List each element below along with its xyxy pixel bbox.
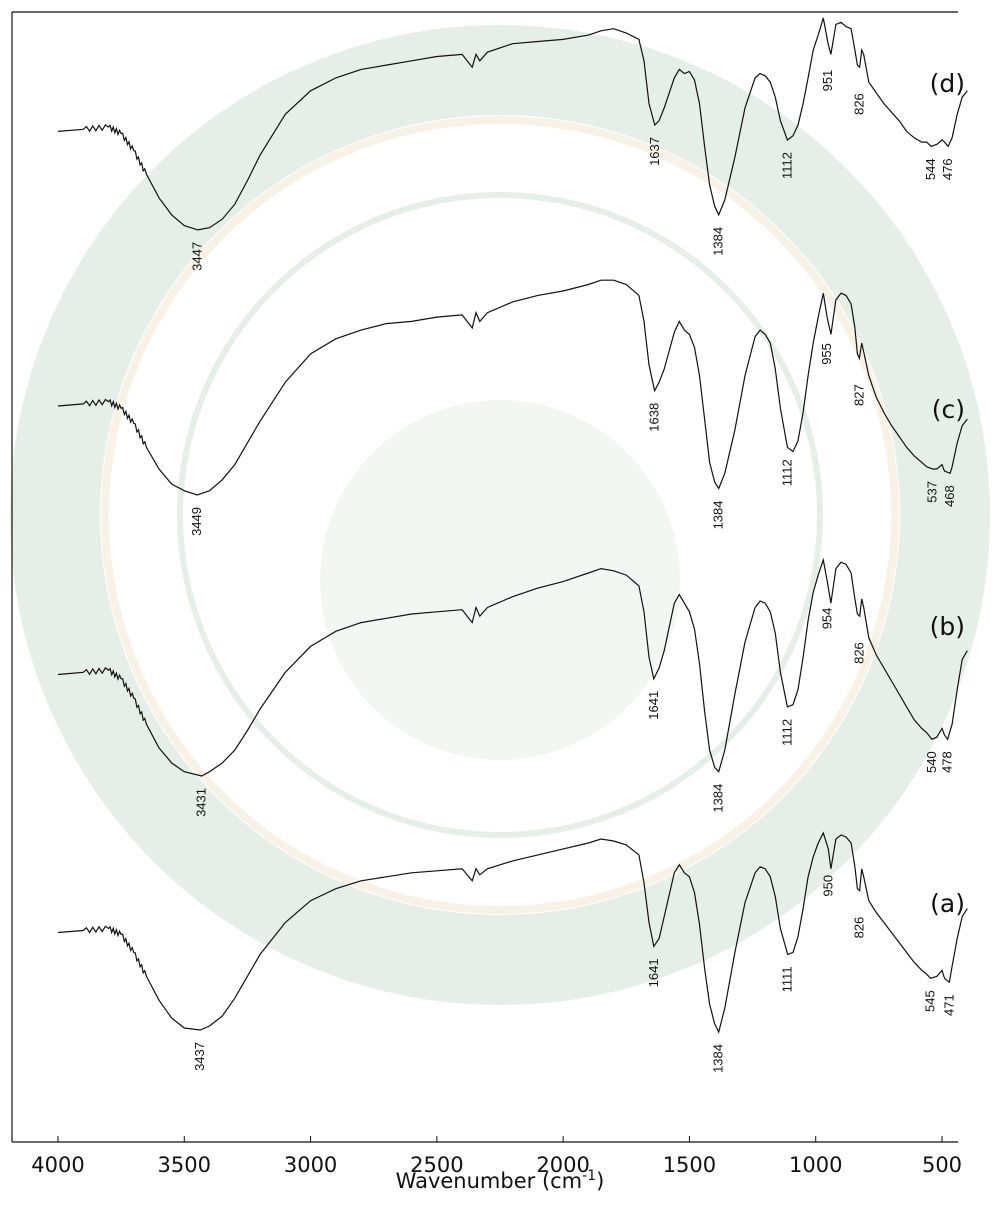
peak-label-3-7: 471 xyxy=(941,994,956,1016)
series-labels-group: (d) (c) (b) (a) xyxy=(930,69,965,918)
peak-label-3-4: 950 xyxy=(820,875,835,897)
peak-label-2-2: 1384 xyxy=(711,784,726,813)
plot-frame xyxy=(11,11,958,1143)
x-tick-label-3500: 3500 xyxy=(158,1153,211,1177)
peak-label-3-0: 3437 xyxy=(192,1042,207,1071)
peak-label-2-4: 954 xyxy=(819,608,834,630)
peak-label-2-0: 3431 xyxy=(194,788,209,817)
peak-label-0-5: 826 xyxy=(852,93,867,115)
peak-label-0-0: 3447 xyxy=(190,242,205,271)
peak-label-3-6: 545 xyxy=(923,990,938,1012)
peak-label-2-7: 478 xyxy=(940,751,955,773)
x-axis-title-text: Wavenumber (cm xyxy=(396,1169,582,1193)
x-tick-label-500: 500 xyxy=(922,1153,962,1177)
peak-label-0-3: 1112 xyxy=(779,152,794,179)
x-tick-label-2000: 2000 xyxy=(536,1153,589,1177)
x-tick-label-1000: 1000 xyxy=(789,1153,842,1177)
peak-label-1-5: 827 xyxy=(851,384,866,406)
peak-label-2-3: 1112 xyxy=(779,719,794,746)
peak-label-3-5: 826 xyxy=(852,917,867,939)
peak-label-1-1: 1638 xyxy=(647,403,662,432)
peak-label-0-7: 476 xyxy=(940,158,955,180)
spectra-group xyxy=(57,17,968,1034)
spectrum-line-2 xyxy=(57,557,968,777)
peak-labels-group: 3447 1637 1384 1112 951 826 544 476 3449 1638 1384… xyxy=(189,70,957,1073)
peak-label-2-5: 826 xyxy=(852,642,867,664)
peak-label-1-0: 3449 xyxy=(189,507,204,536)
peak-label-3-2: 1384 xyxy=(711,1044,726,1073)
x-axis: 4000 3500 3000 2500 2000 1500 1000 500 xyxy=(31,1136,962,1177)
x-tick-label-2500: 2500 xyxy=(410,1153,463,1177)
peak-label-1-4: 955 xyxy=(819,343,834,365)
series-label-3: (a) xyxy=(930,889,965,918)
x-tick-label-4000: 4000 xyxy=(31,1153,84,1177)
watermark-seal xyxy=(10,25,990,1005)
peak-label-1-3: 1112 xyxy=(779,459,794,486)
x-axis-title-close: ) xyxy=(596,1169,604,1193)
series-label-2: (b) xyxy=(930,612,965,641)
x-axis-title: Wavenumber (cm-1) xyxy=(396,1168,605,1193)
series-label-0: (d) xyxy=(930,69,965,98)
peak-label-0-1: 1637 xyxy=(647,137,662,166)
spectrum-line-1 xyxy=(57,279,968,496)
x-tick-label-3000: 3000 xyxy=(284,1153,337,1177)
peak-label-1-6: 537 xyxy=(925,481,940,503)
peak-label-2-1: 1641 xyxy=(646,691,661,720)
peak-label-2-6: 540 xyxy=(924,751,939,773)
series-label-1: (c) xyxy=(932,395,965,424)
spectrum-line-3 xyxy=(57,831,968,1034)
peak-label-3-3: 1111 xyxy=(780,966,795,992)
peak-label-0-6: 544 xyxy=(923,158,938,180)
peak-label-3-1: 1641 xyxy=(646,958,661,987)
peak-label-1-2: 1384 xyxy=(711,501,726,530)
x-tick-label-1500: 1500 xyxy=(663,1153,716,1177)
peak-label-0-2: 1384 xyxy=(711,227,726,256)
x-axis-title-superscript: -1 xyxy=(582,1168,596,1184)
spectrum-line-0 xyxy=(57,17,968,231)
peak-label-0-4: 951 xyxy=(820,70,835,92)
peak-label-1-7: 468 xyxy=(942,485,957,507)
